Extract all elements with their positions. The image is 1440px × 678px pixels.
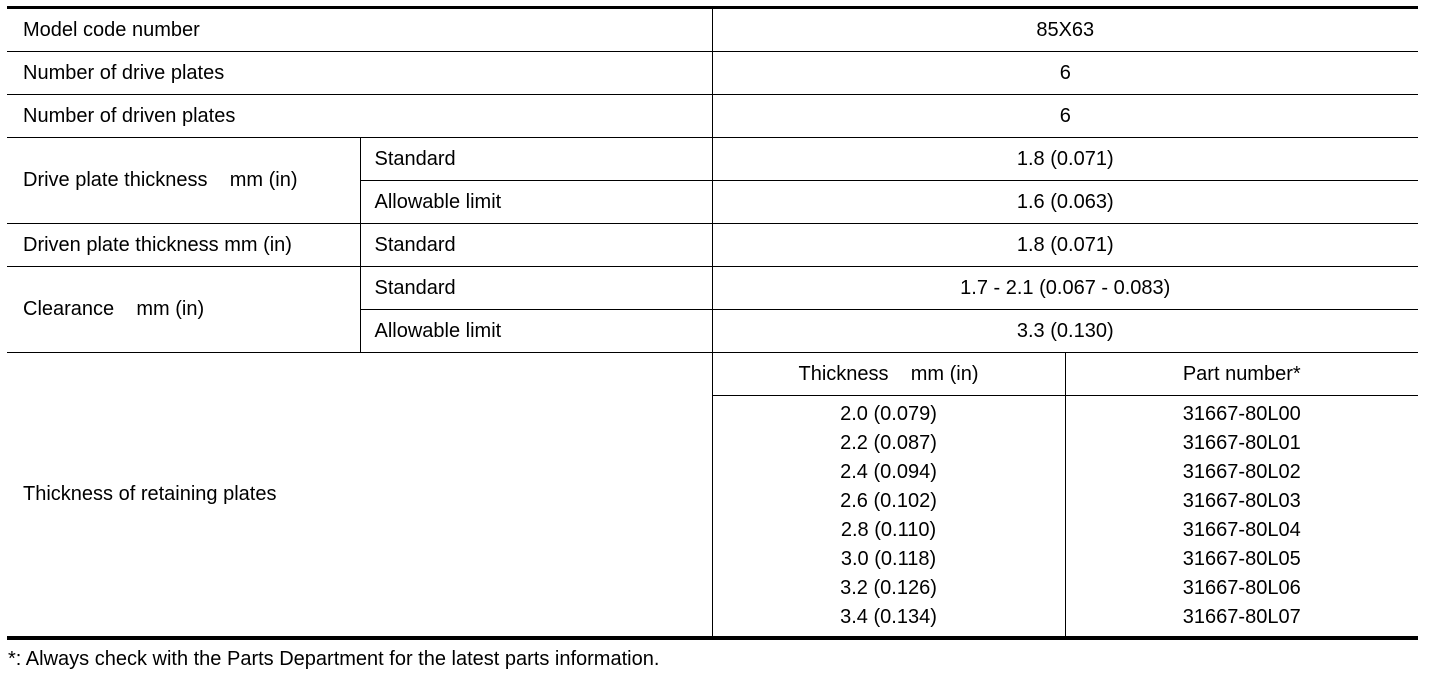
value: 1.8 (0.071): [711, 137, 1418, 181]
row-driven-plates: Number of driven plates 6: [7, 94, 1418, 138]
sublabel: Allowable limit: [360, 180, 713, 224]
value: 3.3 (0.130): [711, 309, 1418, 353]
row-drive-thickness-standard: Drive plate thickness mm (in) Standard 1…: [7, 137, 1418, 224]
row-model-code: Model code number 85X63: [7, 6, 1418, 52]
label: Drive plate thickness mm (in): [7, 137, 361, 224]
column-header-part-number: Part number*: [1064, 352, 1418, 396]
row-drive-plates: Number of drive plates 6: [7, 51, 1418, 95]
row-retaining-values: 2.0 (0.079) 2.2 (0.087) 2.4 (0.094) 2.6 (0.…: [7, 395, 1418, 640]
value: 6: [711, 94, 1418, 138]
sublabel: Standard: [359, 266, 713, 310]
label: Number of drive plates: [7, 51, 713, 95]
part-number-value: 31667-80L06: [1182, 577, 1301, 599]
label: Clearance mm (in): [7, 266, 361, 353]
row-retaining-header: Thickness of retaining plates Thickness …: [7, 352, 1418, 640]
part-number-value: 31667-80L03: [1182, 490, 1301, 512]
value: 1.6 (0.063): [711, 180, 1418, 224]
thickness-value: 3.2 (0.126): [840, 577, 937, 599]
row-driven-thickness: Driven plate thickness mm (in) Standard …: [7, 223, 1418, 267]
value: 85X63: [711, 6, 1418, 52]
thickness-value: 2.2 (0.087): [840, 432, 937, 454]
thickness-value: 2.0 (0.079): [840, 403, 937, 425]
label: Driven plate thickness mm (in): [7, 223, 361, 267]
sublabel: Standard: [359, 137, 713, 181]
column-header-thickness: Thickness mm (in): [711, 352, 1066, 396]
part-number-value: 31667-80L00: [1182, 403, 1301, 425]
thickness-list: 2.0 (0.079) 2.2 (0.087) 2.4 (0.094) 2.6 (0.…: [712, 395, 1066, 640]
footnote: *: Always check with the Parts Departmen…: [8, 648, 660, 670]
value: 1.8 (0.071): [711, 223, 1418, 267]
specification-table: Model code number 85X63 Number of drive …: [7, 6, 1418, 640]
thickness-value: 3.0 (0.118): [840, 548, 937, 570]
thickness-value: 2.8 (0.110): [840, 519, 937, 541]
part-number-value: 31667-80L01: [1182, 432, 1301, 454]
sublabel: Standard: [359, 223, 713, 267]
label: Number of driven plates: [7, 94, 713, 138]
part-number-value: 31667-80L02: [1182, 461, 1301, 483]
label: Thickness of retaining plates: [7, 352, 713, 640]
part-number-list: 31667-80L00 31667-80L01 31667-80L02 31667-8…: [1064, 395, 1418, 640]
value: 1.7 - 2.1 (0.067 - 0.083): [711, 266, 1418, 310]
value: 6: [711, 51, 1418, 95]
part-number-value: 31667-80L04: [1182, 519, 1301, 541]
row-clearance-standard: Clearance mm (in) Standard 1.7 - 2.1 (0.…: [7, 266, 1418, 353]
thickness-value: 2.6 (0.102): [840, 490, 937, 512]
sublabel: Allowable limit: [360, 309, 713, 353]
row-drive-thickness-limit: Allowable limit 1.6 (0.063): [7, 180, 1418, 224]
label: Model code number: [7, 6, 713, 52]
part-number-value: 31667-80L07: [1182, 606, 1301, 628]
thickness-value: 2.4 (0.094): [840, 461, 937, 483]
part-number-value: 31667-80L05: [1182, 548, 1301, 570]
thickness-value: 3.4 (0.134): [840, 606, 937, 628]
